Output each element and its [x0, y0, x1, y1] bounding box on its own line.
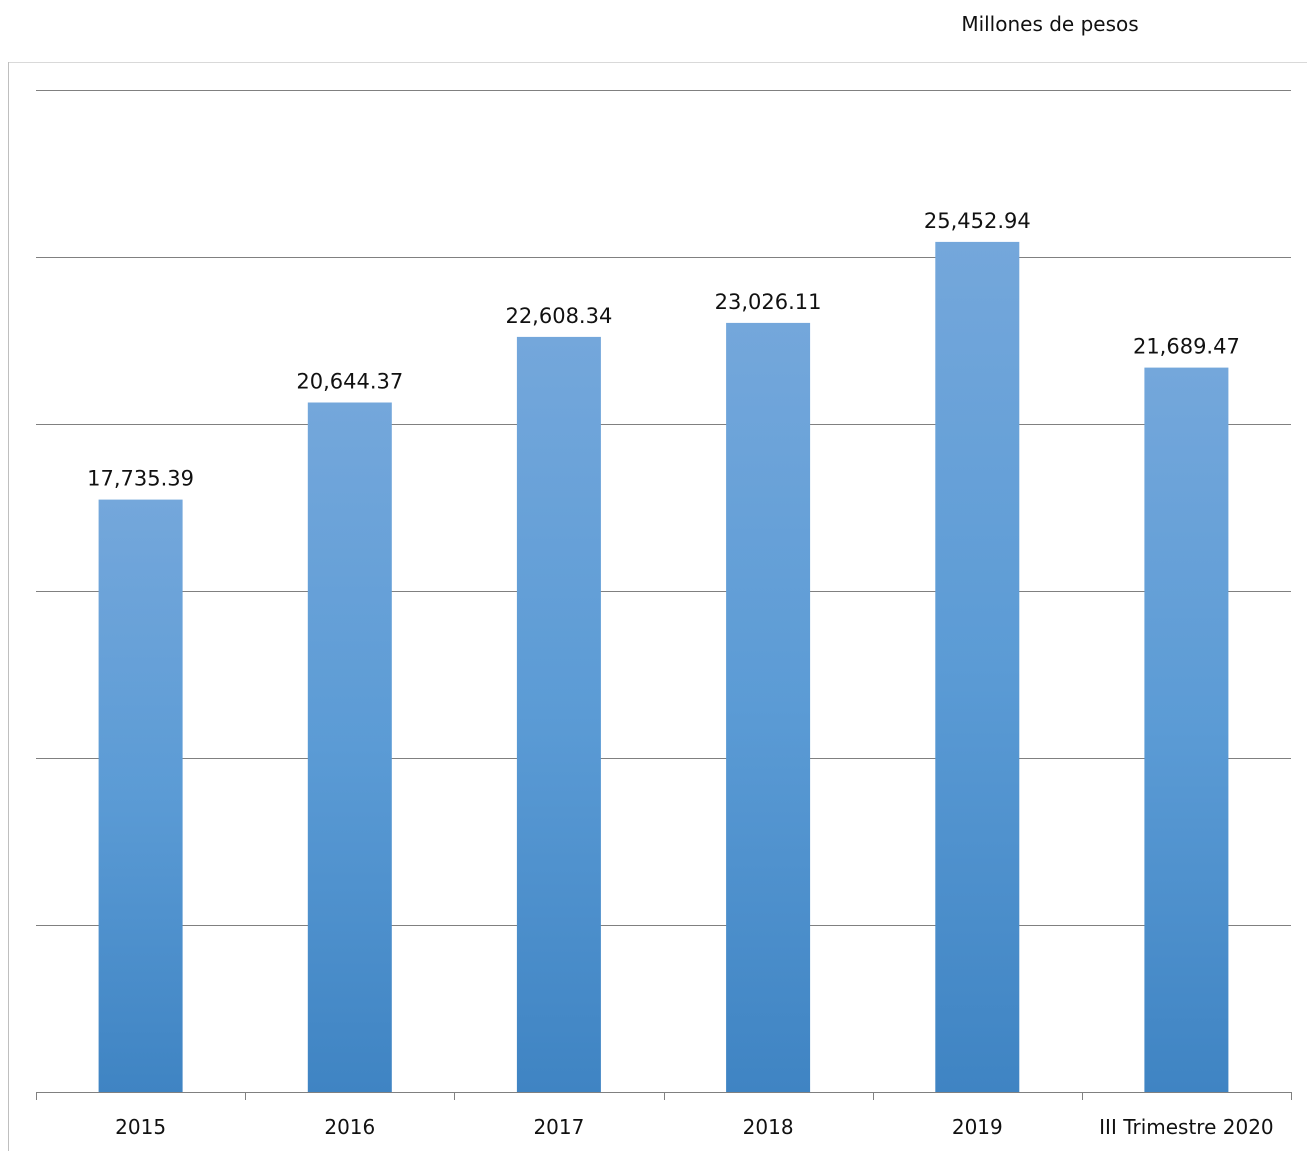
x-tick-label: 2017	[533, 1115, 584, 1139]
unit-label: Millones de pesos	[961, 12, 1139, 36]
x-tick-label: 2015	[115, 1115, 166, 1139]
x-tick-label: 2016	[324, 1115, 375, 1139]
data-label: 25,452.94	[924, 209, 1031, 233]
data-label: 17,735.39	[87, 467, 194, 491]
x-tick-label: III Trimestre 2020	[1099, 1115, 1274, 1139]
chart-frame-left	[8, 62, 9, 1151]
bar	[307, 402, 392, 1092]
gridlines	[36, 90, 1291, 926]
bar	[516, 336, 601, 1092]
bar	[726, 322, 811, 1092]
x-tick-label: 2018	[743, 1115, 794, 1139]
x-tick-label: 2019	[952, 1115, 1003, 1139]
data-labels: 17,735.39 20,644.37 22,608.34 23,026.11 25,4…	[87, 209, 1240, 491]
chart-frame-top	[8, 62, 1307, 63]
data-label: 23,026.11	[715, 290, 822, 314]
bar	[98, 499, 183, 1093]
bar	[1144, 367, 1229, 1093]
data-label: 22,608.34	[505, 304, 612, 328]
bar	[935, 241, 1020, 1092]
bars	[98, 241, 1229, 1093]
x-axis: 2015 2016 2017 2018 2019 III Trimestre 2020	[36, 1092, 1292, 1139]
data-label: 21,689.47	[1133, 335, 1240, 359]
data-label: 20,644.37	[296, 370, 403, 394]
